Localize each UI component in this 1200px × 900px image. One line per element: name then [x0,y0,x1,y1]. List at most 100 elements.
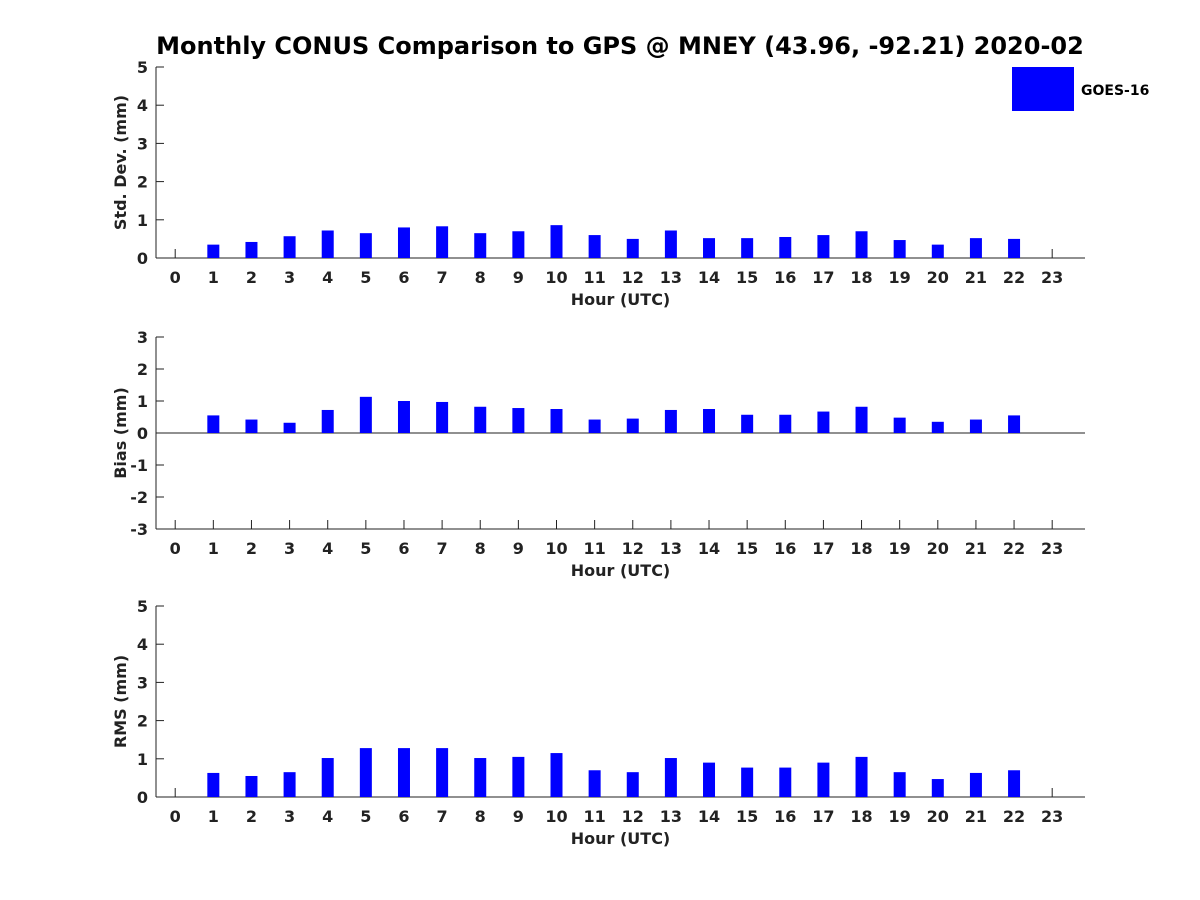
bar-hour-18 [855,406,868,433]
bar-hour-12 [626,238,639,258]
y-tick-label: 1 [137,750,148,769]
x-tick-label: 0 [170,539,181,558]
bar-hour-3 [283,422,296,433]
x-tick-label: 23 [1041,539,1063,558]
x-tick-label: 1 [208,539,219,558]
x-tick-label: 22 [1003,539,1025,558]
x-tick-label: 4 [322,539,333,558]
x-tick-label: 10 [545,268,567,287]
x-tick-label: 13 [660,807,682,826]
x-tick-label: 3 [284,807,295,826]
bar-hour-20 [931,421,944,433]
bar-hour-1 [207,415,220,433]
x-tick-label: 23 [1041,268,1063,287]
bar-hour-8 [474,233,487,258]
y-tick-label: 2 [137,712,148,731]
bar-hour-11 [588,770,601,797]
x-tick-label: 2 [246,268,257,287]
bar-hour-9 [512,408,525,433]
bar-hour-4 [321,409,334,433]
x-tick-label: 8 [475,268,486,287]
bar-hour-19 [893,240,906,258]
bar-hour-3 [283,236,296,258]
bar-hour-2 [245,419,258,433]
bar-hour-21 [969,419,982,433]
x-tick-label: 17 [812,268,834,287]
bar-hour-22 [1008,415,1021,433]
x-tick-label: 12 [622,539,644,558]
x-tick-label: 16 [774,807,796,826]
y-tick-label: -2 [130,488,148,507]
bar-hour-2 [245,241,258,258]
x-tick-label: 3 [284,539,295,558]
y-tick-label: 0 [137,424,148,443]
bar-hour-20 [931,244,944,258]
bar-hour-7 [436,401,449,433]
bar-hour-18 [855,231,868,258]
bar-hour-5 [359,233,372,258]
x-tick-label: 9 [513,807,524,826]
x-tick-label: 0 [170,807,181,826]
x-tick-label: 21 [965,807,987,826]
y-axis-label: Bias (mm) [111,387,130,479]
bar-hour-2 [245,775,258,797]
chart-title: Monthly CONUS Comparison to GPS @ MNEY (… [156,32,1084,60]
x-tick-label: 10 [545,539,567,558]
bar-hour-8 [474,758,487,797]
x-tick-label: 1 [208,807,219,826]
bar-hour-8 [474,406,487,433]
x-tick-label: 10 [545,807,567,826]
bar-hour-13 [664,409,677,433]
x-tick-label: 4 [322,268,333,287]
x-tick-label: 5 [360,268,371,287]
bar-hour-15 [741,414,754,433]
y-tick-label: -3 [130,520,148,539]
bar-hour-15 [741,767,754,797]
bar-hour-16 [779,414,792,433]
y-tick-label: 4 [137,635,148,654]
x-tick-label: 1 [208,268,219,287]
y-tick-label: 1 [137,392,148,411]
bar-hour-11 [588,419,601,433]
x-axis-label: Hour (UTC) [571,290,671,309]
bar-hour-9 [512,756,525,797]
y-axis-label: Std. Dev. (mm) [111,95,130,230]
y-tick-label: 5 [137,58,148,77]
bar-hour-13 [664,758,677,797]
y-tick-label: 3 [137,673,148,692]
x-tick-label: 5 [360,539,371,558]
bar-hour-21 [969,772,982,797]
x-tick-label: 7 [437,539,448,558]
x-tick-label: 12 [622,807,644,826]
x-tick-label: 13 [660,268,682,287]
x-tick-label: 14 [698,268,720,287]
x-tick-label: 23 [1041,807,1063,826]
x-tick-label: 16 [774,539,796,558]
bar-hour-9 [512,231,525,258]
bar-hour-4 [321,230,334,258]
x-tick-label: 5 [360,807,371,826]
bar-hour-6 [397,748,410,797]
x-tick-label: 8 [475,807,486,826]
bar-hour-17 [817,411,830,433]
bar-hour-11 [588,235,601,258]
x-tick-label: 19 [889,268,911,287]
x-tick-label: 11 [583,539,605,558]
bar-hour-5 [359,748,372,797]
x-tick-label: 15 [736,539,758,558]
bar-hour-5 [359,396,372,433]
legend-swatch [1012,67,1074,111]
bar-hour-13 [664,230,677,258]
y-tick-label: 2 [137,173,148,192]
bar-hour-12 [626,418,639,433]
x-tick-label: 20 [927,539,949,558]
y-tick-label: -1 [130,456,148,475]
y-tick-label: 2 [137,360,148,379]
x-tick-label: 11 [583,807,605,826]
y-tick-label: 5 [137,597,148,616]
x-tick-label: 3 [284,268,295,287]
